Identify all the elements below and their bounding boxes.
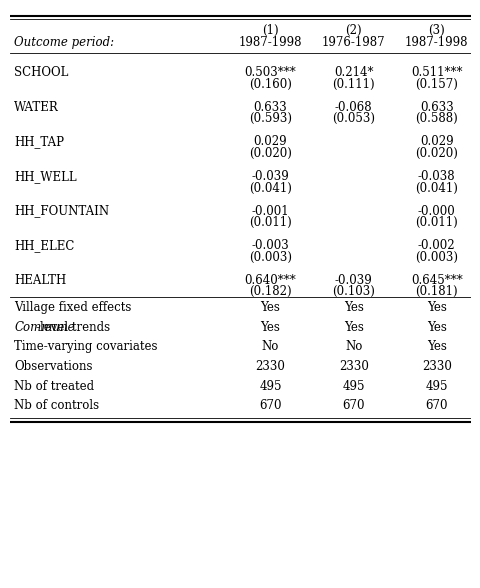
Text: -0.001: -0.001 <box>251 205 289 218</box>
Text: (0.160): (0.160) <box>249 78 291 91</box>
Text: 1987-1998: 1987-1998 <box>404 36 468 49</box>
Text: No: No <box>344 340 361 353</box>
Text: 495: 495 <box>342 380 364 393</box>
Text: 2330: 2330 <box>421 360 451 373</box>
Text: 1976-1987: 1976-1987 <box>321 36 384 49</box>
Text: (0.011): (0.011) <box>415 216 457 229</box>
Text: (0.003): (0.003) <box>414 250 457 263</box>
Text: (0.053): (0.053) <box>332 112 374 125</box>
Text: (0.003): (0.003) <box>249 250 291 263</box>
Text: -0.039: -0.039 <box>251 170 289 183</box>
Text: -0.038: -0.038 <box>417 170 455 183</box>
Text: Nb of controls: Nb of controls <box>14 399 99 412</box>
Text: Nb of treated: Nb of treated <box>14 380 94 393</box>
Text: 670: 670 <box>425 399 447 412</box>
Text: (0.588): (0.588) <box>415 112 457 125</box>
Text: 0.633: 0.633 <box>419 101 453 114</box>
Text: Yes: Yes <box>260 321 280 334</box>
Text: 0.029: 0.029 <box>419 135 453 148</box>
Text: (0.182): (0.182) <box>249 285 291 298</box>
Text: (0.181): (0.181) <box>415 285 457 298</box>
Text: 0.633: 0.633 <box>253 101 287 114</box>
Text: 2330: 2330 <box>255 360 285 373</box>
Text: (0.593): (0.593) <box>249 112 291 125</box>
Text: Commune: Commune <box>14 321 75 334</box>
Text: (0.020): (0.020) <box>249 147 291 160</box>
Text: 1987-1998: 1987-1998 <box>238 36 301 49</box>
Text: 495: 495 <box>425 380 447 393</box>
Text: (1): (1) <box>262 24 278 36</box>
Text: Yes: Yes <box>426 301 446 314</box>
Text: SCHOOL: SCHOOL <box>14 66 69 79</box>
Text: -0.068: -0.068 <box>334 101 372 114</box>
Text: Yes: Yes <box>426 340 446 353</box>
Text: Yes: Yes <box>260 301 280 314</box>
Text: 0.503***: 0.503*** <box>244 66 296 79</box>
Text: 0.645***: 0.645*** <box>410 273 462 287</box>
Text: 495: 495 <box>259 380 281 393</box>
Text: (0.157): (0.157) <box>414 78 457 91</box>
Text: HEALTH: HEALTH <box>14 273 66 287</box>
Text: -0.002: -0.002 <box>417 239 455 252</box>
Text: Yes: Yes <box>343 321 363 334</box>
Text: -0.039: -0.039 <box>334 273 372 287</box>
Text: -level trends: -level trends <box>36 321 110 334</box>
Text: Yes: Yes <box>426 321 446 334</box>
Text: (0.041): (0.041) <box>249 182 291 195</box>
Text: 0.511***: 0.511*** <box>410 66 462 79</box>
Text: Time-varying covariates: Time-varying covariates <box>14 340 157 353</box>
Text: 0.029: 0.029 <box>253 135 287 148</box>
Text: 670: 670 <box>342 399 364 412</box>
Text: WATER: WATER <box>14 101 59 114</box>
Text: 0.640***: 0.640*** <box>244 273 296 287</box>
Text: -0.003: -0.003 <box>251 239 289 252</box>
Text: Village fixed effects: Village fixed effects <box>14 301 132 314</box>
Text: (2): (2) <box>345 24 361 36</box>
Text: 0.214*: 0.214* <box>333 66 372 79</box>
Text: -0.000: -0.000 <box>417 205 455 218</box>
Text: Outcome period:: Outcome period: <box>14 36 114 49</box>
Text: (0.103): (0.103) <box>332 285 374 298</box>
Text: Observations: Observations <box>14 360 93 373</box>
Text: No: No <box>261 340 278 353</box>
Text: 2330: 2330 <box>338 360 368 373</box>
Text: HH_ELEC: HH_ELEC <box>14 239 74 252</box>
Text: HH_TAP: HH_TAP <box>14 135 64 148</box>
Text: 670: 670 <box>259 399 281 412</box>
Text: (0.011): (0.011) <box>249 216 291 229</box>
Text: (0.020): (0.020) <box>414 147 457 160</box>
Text: Yes: Yes <box>343 301 363 314</box>
Text: HH_WELL: HH_WELL <box>14 170 77 183</box>
Text: (0.111): (0.111) <box>332 78 374 91</box>
Text: (3): (3) <box>428 24 444 36</box>
Text: (0.041): (0.041) <box>414 182 457 195</box>
Text: HH_FOUNTAIN: HH_FOUNTAIN <box>14 205 109 218</box>
